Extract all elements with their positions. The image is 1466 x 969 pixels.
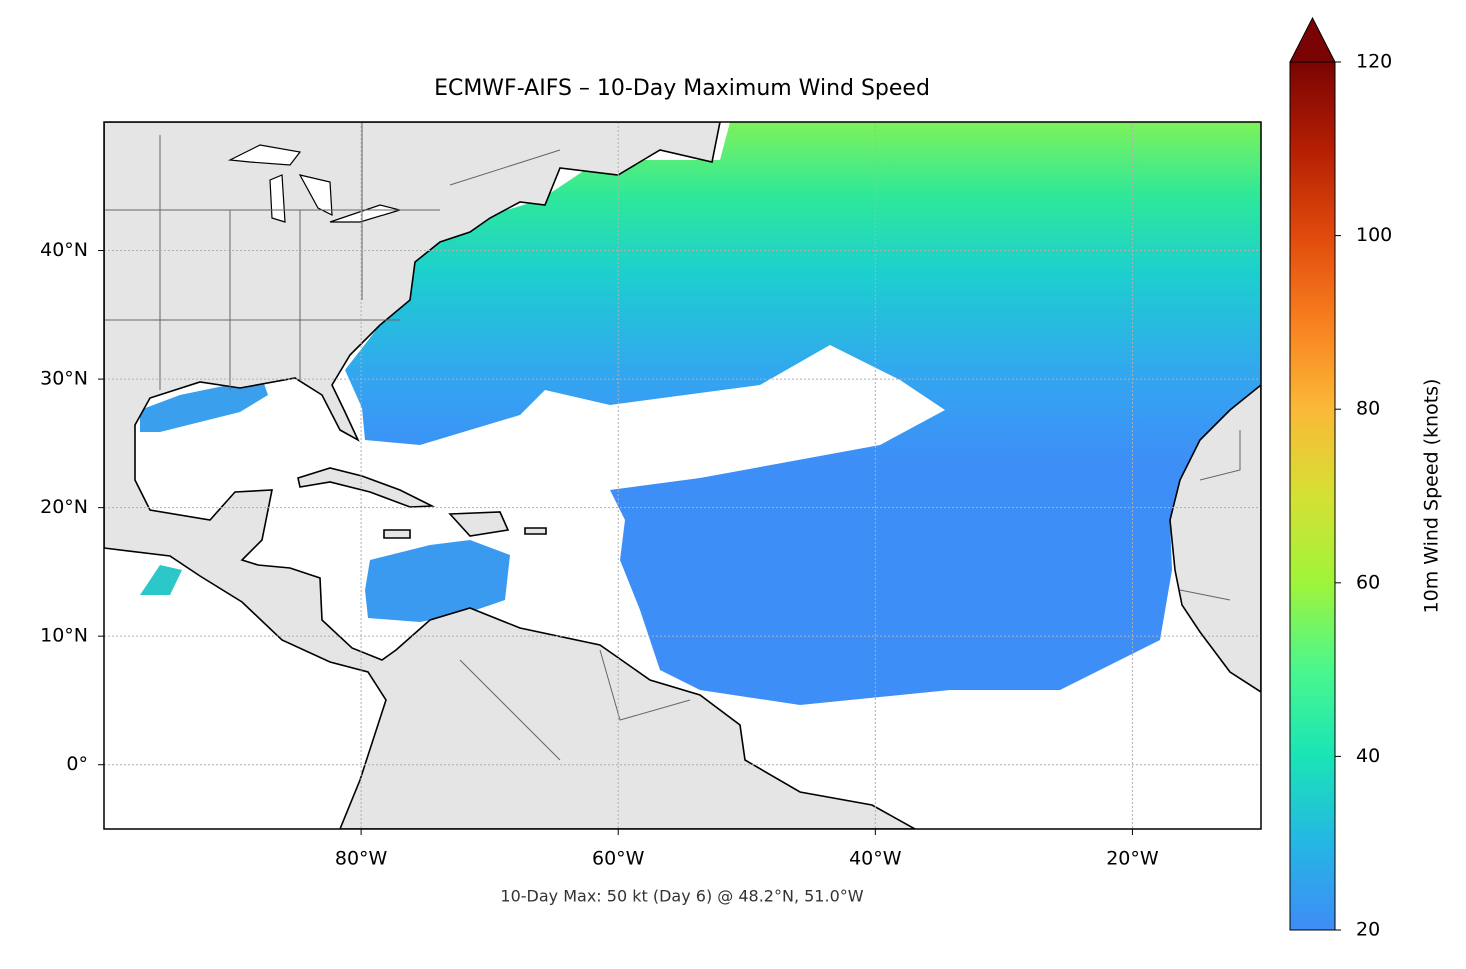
grid [104,122,1261,829]
colorbar-tick-label: 80 [1356,398,1380,420]
wind-field [345,122,1261,705]
map-frame [103,121,1262,830]
island [524,527,547,535]
x-tick-label: 80°W [335,848,388,870]
wind-field [140,378,268,432]
chart-title: ECMWF-AIFS – 10-Day Maximum Wind Speed [434,76,930,101]
wind-field [365,540,510,622]
y-tick-label: 40°N [40,239,88,261]
land [104,122,917,829]
colorbar-tick-label: 20 [1356,919,1380,941]
y-tick-label: 20°N [40,496,88,518]
x-tick-label: 40°W [849,848,902,870]
subtitle: 10-Day Max: 50 kt (Day 6) @ 48.2°N, 51.0… [500,887,863,906]
colorbar-tick-label: 100 [1356,224,1392,246]
island [297,467,436,508]
y-tick-label: 30°N [40,368,88,390]
colorbar-tick-label: 40 [1356,745,1380,767]
colorbar-tick-label: 60 [1356,571,1380,593]
y-tick-label: 10°N [40,625,88,647]
x-tick-label: 60°W [592,848,645,870]
lake [227,144,403,223]
colorbar-label: 10m Wind Speed (knots) [1421,379,1443,614]
island [448,511,510,537]
wind-field [140,565,182,595]
y-tick-label: 0° [66,753,88,775]
land [1169,383,1261,693]
colorbar [1289,61,1336,931]
colorbar-extend [1289,16,1336,63]
colorbar-tick-label: 120 [1356,51,1392,73]
border [104,122,1241,761]
x-tick-label: 20°W [1106,848,1159,870]
map [104,122,1261,829]
island [383,529,411,539]
